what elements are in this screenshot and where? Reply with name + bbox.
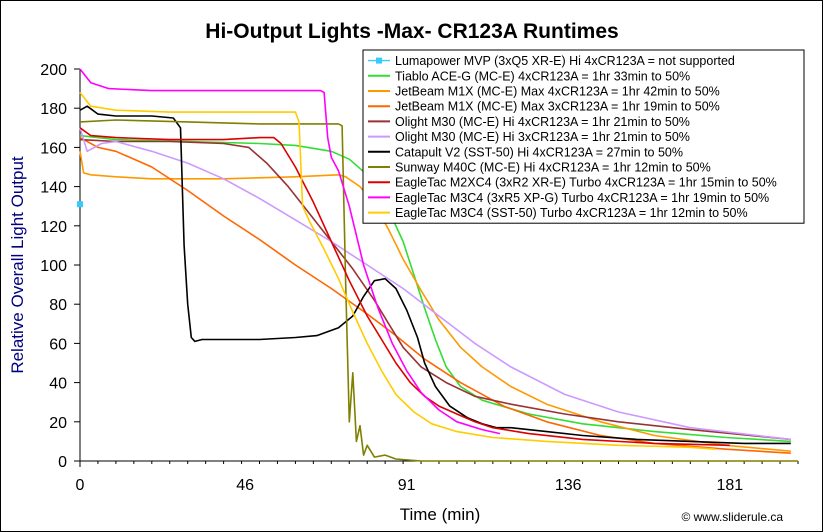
y-tick-label: 160 [40, 140, 67, 157]
x-tick-label: 181 [716, 477, 743, 494]
series-line [79, 92, 716, 450]
credit-text: © www.sliderule.ca [681, 510, 783, 524]
y-tick-label: 140 [40, 180, 67, 197]
series-line [79, 138, 791, 441]
legend-entry: EagleTac M3C4 (SST-50) Turbo 4xCR123A = … [395, 206, 748, 220]
chart-title: Hi-Output Lights -Max- CR123A Runtimes [205, 20, 618, 43]
y-tick-label: 20 [49, 415, 67, 432]
legend-entry: Lumapower MVP (3xQ5 XR-E) Hi 4xCR123A = … [395, 54, 735, 68]
legend-marker [376, 57, 382, 64]
y-tick-label: 180 [40, 101, 67, 118]
legend-box [362, 49, 805, 224]
x-tick-label: 136 [555, 477, 582, 494]
x-tick-label: 0 [76, 477, 85, 494]
y-tick-label: 40 [49, 376, 67, 393]
x-tick-label: 91 [398, 477, 416, 494]
x-tick-label: 46 [236, 477, 254, 494]
legend-entry: Catapult V2 (SST-50) Hi 4xCR123A = 27min… [395, 145, 683, 159]
series-line [79, 119, 798, 462]
y-tick-label: 0 [58, 454, 67, 471]
legend-entry: Tiablo ACE-G (MC-E) 4xCR123A = 1hr 33min… [395, 69, 690, 83]
y-tick-label: 80 [49, 297, 67, 314]
legend-entry: EagleTac M2XC4 (3xR2 XR-E) Turbo 4xCR123… [395, 176, 777, 190]
y-tick-label: 120 [40, 219, 67, 236]
series-line [79, 127, 730, 447]
series-layer [77, 68, 798, 462]
series-line [79, 134, 791, 443]
legend-entry: JetBeam M1X (MC-E) Max 4xCR123A = 1hr 42… [395, 85, 720, 99]
series-line [79, 105, 791, 445]
x-axis-label: Time (min) [400, 505, 481, 524]
y-axis-label: Relative Overall Light Output [8, 156, 27, 374]
y-tick-label: 100 [40, 258, 67, 275]
series-line [79, 68, 501, 435]
legend-entry: Olight M30 (MC-E) Hi 4xCR123A = 1hr 21mi… [395, 115, 690, 129]
legend: Lumapower MVP (3xQ5 XR-E) Hi 4xCR123A = … [362, 49, 805, 224]
legend-entry: Sunway M40C (MC-E) Hi 4xCR123A = 1hr 12m… [395, 161, 711, 175]
y-tick-label: 200 [40, 62, 67, 79]
series-line [79, 151, 791, 452]
y-tick-label: 60 [49, 336, 67, 353]
legend-entry: EagleTac M3C4 (3xR5 XP-G) Turbo 4xCR123A… [395, 191, 769, 205]
legend-entry: Olight M30 (MC-E) Hi 3xCR123A = 1hr 21mi… [395, 130, 690, 144]
series-line [79, 136, 791, 454]
series-marker [77, 201, 83, 208]
legend-entry: JetBeam M1X (MC-E) Max 3xCR123A = 1hr 19… [395, 100, 720, 114]
axes: 0 20 40 60 80 100 120 140 160 180 200 0 46 91 136 181 [40, 62, 799, 494]
